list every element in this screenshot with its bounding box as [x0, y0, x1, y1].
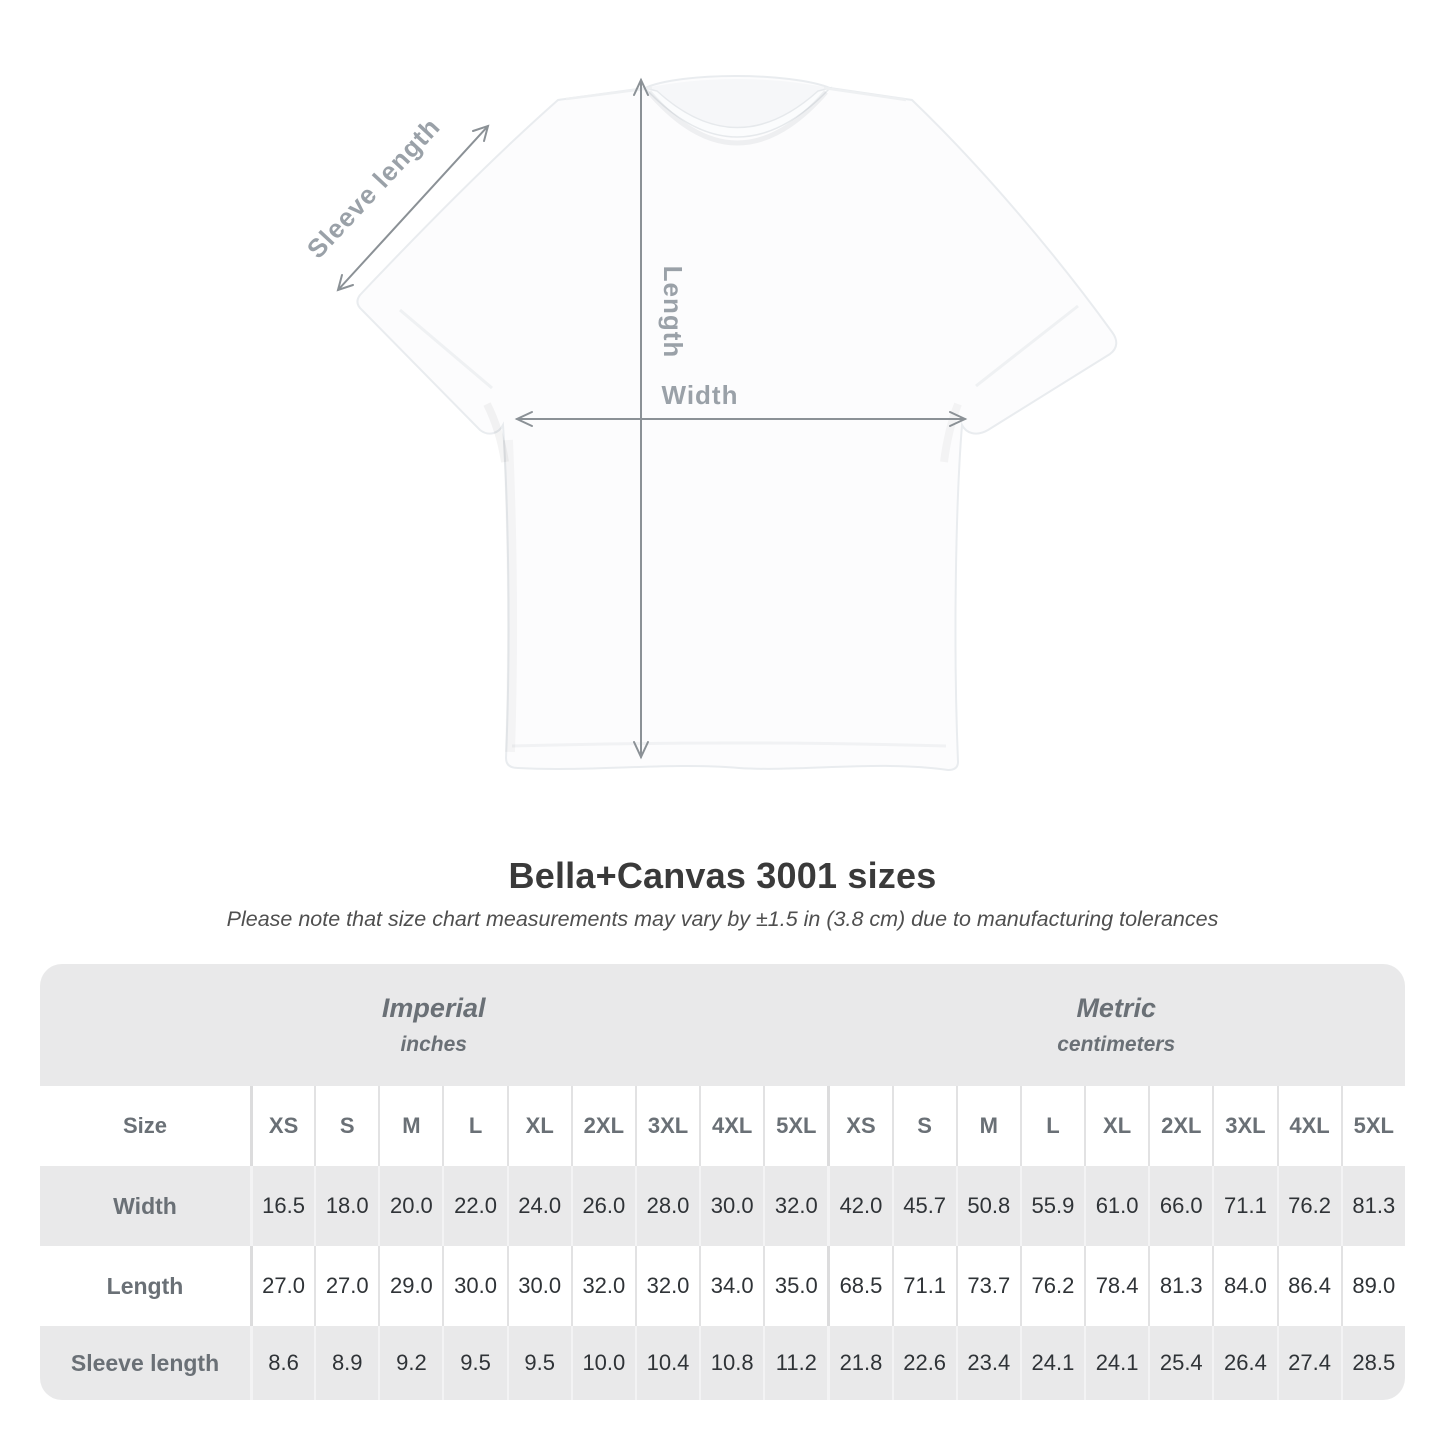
- size-header-row: Size XS S M L XL 2XL 3XL 4XL 5XL XS S M …: [40, 1086, 1405, 1166]
- table-row-width: Width 16.5 18.0 20.0 22.0 24.0 26.0 28.0…: [40, 1166, 1405, 1246]
- size-col-header: 2XL: [570, 1086, 635, 1166]
- size-col-header: L: [442, 1086, 507, 1166]
- row-label: Length: [40, 1246, 250, 1326]
- cell: 10.8: [699, 1326, 764, 1400]
- cell: 30.0: [506, 1246, 571, 1326]
- table-row-length: Length 27.0 27.0 29.0 30.0 30.0 32.0 32.…: [40, 1246, 1405, 1326]
- page-title: Bella+Canvas 3001 sizes: [508, 855, 937, 896]
- corner-header: Size: [40, 1086, 250, 1166]
- cell: 71.1: [1212, 1166, 1277, 1246]
- imperial-unit: inches: [400, 1033, 467, 1056]
- metric-unit: centimeters: [1057, 1033, 1176, 1056]
- cell: 28.0: [634, 1166, 700, 1246]
- cell: 29.0: [378, 1246, 443, 1326]
- cell: 78.4: [1084, 1246, 1149, 1326]
- size-col-header: 2XL: [1148, 1086, 1213, 1166]
- row-label: Width: [40, 1166, 250, 1246]
- unit-group-header-row: Imperial inches Metric centimeters: [40, 964, 1405, 1086]
- size-col-header: 4XL: [1276, 1086, 1341, 1166]
- size-col-header: 3XL: [634, 1086, 700, 1166]
- cell: 24.0: [506, 1166, 571, 1246]
- cell: 22.6: [891, 1326, 956, 1400]
- width-label: Width: [662, 380, 739, 410]
- cell: 22.0: [442, 1166, 507, 1246]
- group-header-imperial: Imperial inches: [40, 964, 828, 1086]
- cell: 84.0: [1212, 1246, 1277, 1326]
- cell: 55.9: [1019, 1166, 1085, 1246]
- cell: 9.5: [506, 1326, 571, 1400]
- cell: 32.0: [763, 1166, 828, 1246]
- size-col-header: 3XL: [1212, 1086, 1277, 1166]
- cell: 10.0: [570, 1326, 635, 1400]
- measurement-arrows: [336, 77, 968, 760]
- size-col-header: 5XL: [763, 1086, 828, 1166]
- size-chart-table: Imperial inches Metric centimeters Size …: [40, 964, 1405, 1400]
- cell: 20.0: [378, 1166, 443, 1246]
- cell: 21.8: [827, 1326, 892, 1400]
- cell: 8.9: [314, 1326, 379, 1400]
- metric-label: Metric: [1076, 993, 1156, 1023]
- cell: 32.0: [634, 1246, 700, 1326]
- tshirt-graphic: [356, 75, 1118, 772]
- cell: 34.0: [699, 1246, 764, 1326]
- cell: 24.1: [1084, 1326, 1149, 1400]
- cell: 86.4: [1276, 1246, 1341, 1326]
- cell: 35.0: [763, 1246, 828, 1326]
- cell: 30.0: [699, 1166, 764, 1246]
- cell: 68.5: [827, 1246, 892, 1326]
- cell: 76.2: [1276, 1166, 1341, 1246]
- cell: 32.0: [570, 1246, 635, 1326]
- group-header-metric: Metric centimeters: [827, 964, 1405, 1086]
- cell: 23.4: [955, 1326, 1020, 1400]
- cell: 27.0: [250, 1246, 315, 1326]
- tolerance-note: Please note that size chart measurements…: [226, 907, 1219, 931]
- cell: 30.0: [442, 1246, 507, 1326]
- cell: 76.2: [1019, 1246, 1085, 1326]
- cell: 61.0: [1084, 1166, 1149, 1246]
- cell: 71.1: [891, 1246, 956, 1326]
- sleeve-length-arrow: [336, 124, 490, 292]
- cell: 26.4: [1212, 1326, 1277, 1400]
- cell: 10.4: [634, 1326, 700, 1400]
- cell: 45.7: [891, 1166, 956, 1246]
- tshirt-measurement-diagram: Sleeve length Length Width: [301, 75, 1118, 772]
- size-col-header: XS: [827, 1086, 892, 1166]
- cell: 26.0: [570, 1166, 635, 1246]
- cell: 66.0: [1148, 1166, 1213, 1246]
- cell: 16.5: [250, 1166, 315, 1246]
- cell: 18.0: [314, 1166, 379, 1246]
- cell: 28.5: [1340, 1326, 1405, 1400]
- cell: 81.3: [1148, 1246, 1213, 1326]
- row-label: Sleeve length: [40, 1326, 250, 1400]
- size-col-header: S: [891, 1086, 956, 1166]
- size-col-header: XL: [506, 1086, 571, 1166]
- length-label: Length: [658, 266, 688, 359]
- size-col-header: M: [955, 1086, 1020, 1166]
- imperial-label: Imperial: [381, 993, 486, 1023]
- cell: 27.4: [1276, 1326, 1341, 1400]
- size-col-header: L: [1019, 1086, 1085, 1166]
- cell: 24.1: [1019, 1326, 1085, 1400]
- cell: 81.3: [1340, 1166, 1405, 1246]
- size-col-header: 4XL: [699, 1086, 764, 1166]
- size-col-header: XL: [1084, 1086, 1149, 1166]
- size-col-header: 5XL: [1340, 1086, 1405, 1166]
- cell: 11.2: [763, 1326, 828, 1400]
- table-row-sleeve-length: Sleeve length 8.6 8.9 9.2 9.5 9.5 10.0 1…: [40, 1326, 1405, 1400]
- size-col-header: XS: [250, 1086, 315, 1166]
- cell: 73.7: [955, 1246, 1020, 1326]
- cell: 27.0: [314, 1246, 379, 1326]
- cell: 89.0: [1340, 1246, 1405, 1326]
- cell: 25.4: [1148, 1326, 1213, 1400]
- cell: 42.0: [827, 1166, 892, 1246]
- cell: 50.8: [955, 1166, 1020, 1246]
- cell: 9.2: [378, 1326, 443, 1400]
- cell: 9.5: [442, 1326, 507, 1400]
- size-col-header: S: [314, 1086, 379, 1166]
- cell: 8.6: [250, 1326, 315, 1400]
- width-arrow: [514, 411, 968, 427]
- size-col-header: M: [378, 1086, 443, 1166]
